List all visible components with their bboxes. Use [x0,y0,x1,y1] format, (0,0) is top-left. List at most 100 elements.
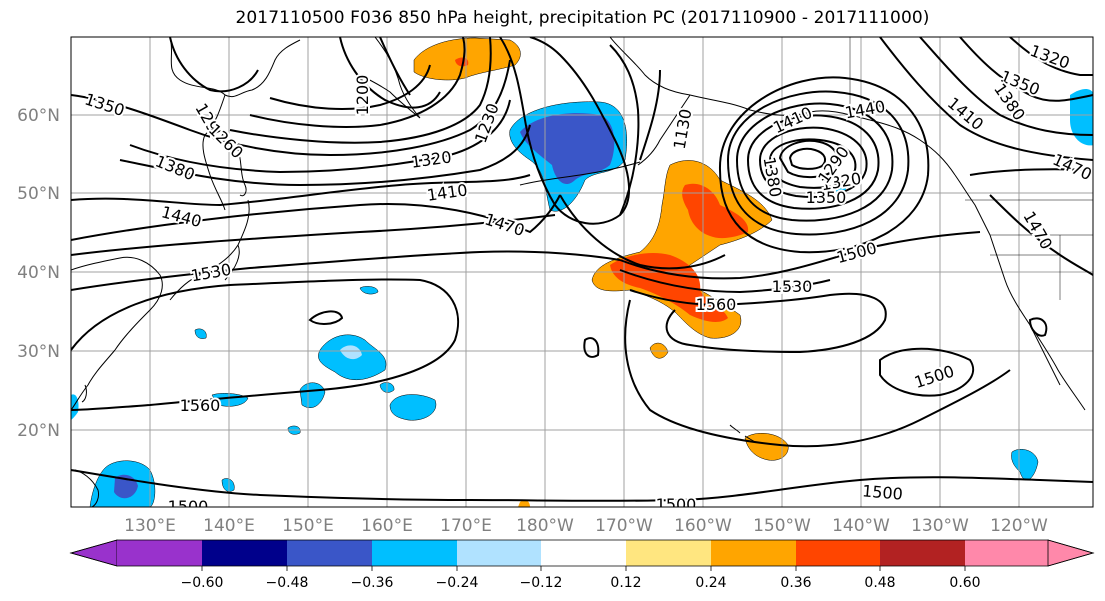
borders [849,37,1093,300]
map-frame [70,36,1094,508]
coast-sakhalin [237,149,247,197]
contour-1530-e [619,269,831,294]
low-ring-6 [718,76,930,254]
low-ring-2 [758,126,868,198]
colorbar-tick-label: −0.24 [436,575,479,591]
gridlines [71,37,1093,507]
colorbar-segment [626,540,711,566]
colorbar-extend-low [69,539,118,567]
colorbar-tick-label: 0.24 [695,575,726,591]
contour-1260-w [269,64,431,111]
shade-orange-central [591,160,773,339]
colorbar-outline [69,539,1095,567]
contour-small-3 [1028,317,1048,337]
shade-darkblue-nw-pacific [520,113,615,185]
contour-1470-ne2 [989,194,1093,276]
contour-label: 1500 [656,495,697,514]
contour-1500 [71,214,556,256]
coast-japan [169,199,250,301]
colorbar-tick-label: 0.60 [949,575,980,591]
shade-blue-small-5 [221,478,235,492]
lon-label: 140°W [832,516,890,536]
contour-1230-w [339,37,441,109]
colorbar-tick-label: 0.36 [780,575,811,591]
contour-1470-ne [969,168,1093,176]
colorbar-tick-label: 0.48 [864,575,895,591]
contour-1410-w [119,124,531,187]
contour-1380-w [129,99,511,174]
colorbar-segment [796,540,880,566]
colorbar-segment [202,540,287,566]
contour-1470-e [559,194,726,270]
contour-1500-central [879,347,975,397]
shade-orange-north [413,37,521,81]
coast-siberia [169,37,301,98]
lon-label: 140°E [203,516,255,536]
lat-label: 40°N [17,263,60,283]
colorbar: −0.60 −0.48 −0.36 −0.24 −0.12 0.12 0.24 … [69,539,1095,591]
contour-label: 1500 [168,497,209,516]
colorbar-tick-label: −0.48 [266,575,309,591]
contour-1560-w [71,278,460,411]
colorbar-tick-label: −0.36 [351,575,394,591]
contour-1530-w [71,250,621,291]
low-ring-inner-2 [778,139,839,178]
contour-label: 1560 [696,295,737,314]
colorbar-segment [287,540,372,566]
contour-1440-w [71,174,531,207]
lat-label: 30°N [17,342,60,362]
contour-1300-ridge [609,44,661,216]
shade-orange-small-2 [518,499,530,507]
contour-1350-ne [959,37,1093,102]
contour-label: 1560 [180,396,221,415]
coast-okhotsk [202,94,226,211]
colorbar-tick-label: −0.12 [520,575,563,591]
lon-label: 180°W [516,516,574,536]
contour-1560-e [629,289,887,354]
low-ring-4 [735,102,894,222]
lat-label: 20°N [17,421,60,441]
contour-nw-1 [169,37,259,93]
low-ring-1 [768,138,857,189]
contour-1500-e [619,231,981,280]
lon-label: 130°W [911,516,969,536]
contour-label: 1350 [806,188,847,207]
contour-1380-ne [919,37,1093,136]
contour-1200-w [379,37,411,96]
lon-label: 170°W [595,516,653,536]
colorbar-segment [117,540,202,566]
coast-aleutians [519,161,641,186]
colorbar-extend-high [1047,539,1095,567]
height-contours [71,37,1093,502]
coast-philippines [74,469,99,507]
lon-label: 120°W [990,516,1048,536]
lon-label: 150°W [753,516,811,536]
contour-label: 1500 [861,481,903,503]
contour-1500-se [624,299,1011,448]
contour-1290-w [249,37,466,128]
colorbar-segment [711,540,796,566]
contour-label: 1530 [772,277,813,296]
shade-orangered-north [455,57,469,67]
low-ring-5 [726,90,910,236]
contour-1320-ne [1009,37,1093,76]
contour-1470-w [71,194,561,241]
contour-label: 1200 [353,75,372,116]
lon-label: 170°E [440,516,492,536]
colorbar-segment [457,540,541,566]
coast-alaska [609,37,956,176]
colorbar-segment [372,540,457,566]
low-ring-inner-1 [788,147,827,170]
coast-alaska-peninsula [637,94,691,166]
contour-small-1 [308,310,344,325]
map-title: 2017110500 F036 850 hPa height, precipit… [235,8,930,28]
lon-label: 130°E [124,516,176,536]
lat-label: 50°N [17,184,60,204]
colorbar-segment [541,540,626,566]
coast-korea-china [71,256,163,351]
lon-label: 150°E [282,516,334,536]
colorbar-segment [965,540,1048,566]
shade-blue-central-pac-3 [389,394,437,421]
colorbar-segment [880,540,965,566]
